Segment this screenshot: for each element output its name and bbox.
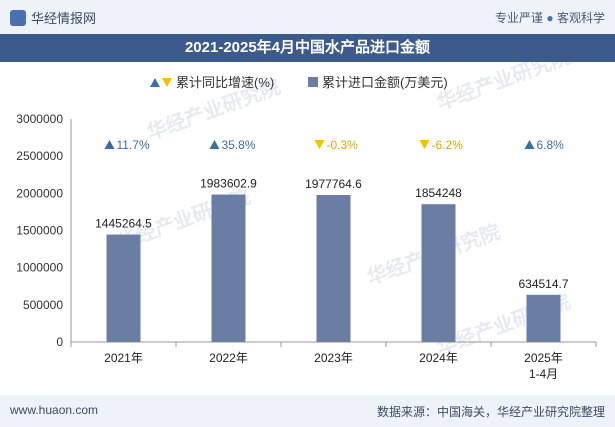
bar <box>211 194 246 342</box>
y-tick-label: 500000 <box>23 298 63 312</box>
bar-value-label: 634514.7 <box>518 277 568 291</box>
y-tick-label: 1500000 <box>16 224 63 238</box>
logo-icon <box>10 10 26 26</box>
footer-bar: www.huaon.com 数据来源：中国海关，华经产业研究院整理 <box>0 395 615 427</box>
legend-bar-swatch <box>308 77 318 87</box>
bar-value-label: 1983602.9 <box>200 177 257 191</box>
site-name: 华经情报网 <box>31 11 97 26</box>
bar <box>526 294 561 342</box>
y-tick-label: 2000000 <box>16 186 63 200</box>
legend-up-triangle-icon <box>150 78 160 87</box>
rate-up-triangle-icon <box>104 140 115 149</box>
site-logo[interactable]: 华经情报网 <box>10 8 96 27</box>
bar-value-label: 1445264.5 <box>95 217 152 231</box>
chart-title: 2021-2025年4月中国水产品进口金额 <box>0 34 615 62</box>
bar <box>106 234 141 342</box>
y-tick-label: 3000000 <box>16 112 63 126</box>
bar-value-label: 1854248 <box>415 186 462 200</box>
x-tick-label: 2024年 <box>419 351 458 365</box>
x-tick-label: 2023年 <box>314 351 353 365</box>
rate-label: 35.8% <box>222 138 256 152</box>
y-tick-label: 0 <box>56 335 63 349</box>
tagline-right: 客观科学 <box>556 11 605 25</box>
data-source: 数据来源：中国海关，华经产业研究院整理 <box>376 405 605 419</box>
bar <box>421 204 456 342</box>
rate-up-triangle-icon <box>524 140 535 149</box>
rate-label: 6.8% <box>537 138 565 152</box>
watermark-text: 华经产业研究院 <box>434 62 574 115</box>
y-tick-label: 1000000 <box>16 261 63 275</box>
x-tick-label: 1-4月 <box>529 367 558 381</box>
rate-down-triangle-icon <box>419 140 430 149</box>
rate-label: 11.7% <box>117 138 150 152</box>
y-tick-label: 2500000 <box>16 149 63 163</box>
bar-value-label: 1977764.6 <box>305 177 362 191</box>
legend-label-amount: 累计进口金额(万美元) <box>322 75 448 90</box>
bar <box>316 194 351 342</box>
header-bar: 华经情报网 专业严谨 ● 客观科学 <box>0 0 615 34</box>
rate-up-triangle-icon <box>209 140 220 149</box>
rate-label: -0.3% <box>327 138 359 152</box>
tagline-left: 专业严谨 <box>495 11 544 25</box>
x-tick-label: 2025年 <box>524 351 563 365</box>
legend-label-rate: 累计同比增速(%) <box>176 75 274 90</box>
site-url[interactable]: www.huaon.com <box>10 403 99 417</box>
bullet-icon: ● <box>546 11 554 25</box>
legend-down-triangle-icon <box>162 78 172 87</box>
rate-down-triangle-icon <box>314 140 325 149</box>
rate-label: -6.2% <box>432 138 464 152</box>
x-tick-label: 2021年 <box>104 351 143 365</box>
tagline: 专业严谨 ● 客观科学 <box>495 9 605 26</box>
bar-chart: 华经产业研究院华经产业研究院华经产业研究院华经产业研究院华经产业研究院累计同比增… <box>16 62 597 381</box>
x-tick-label: 2022年 <box>209 351 248 365</box>
